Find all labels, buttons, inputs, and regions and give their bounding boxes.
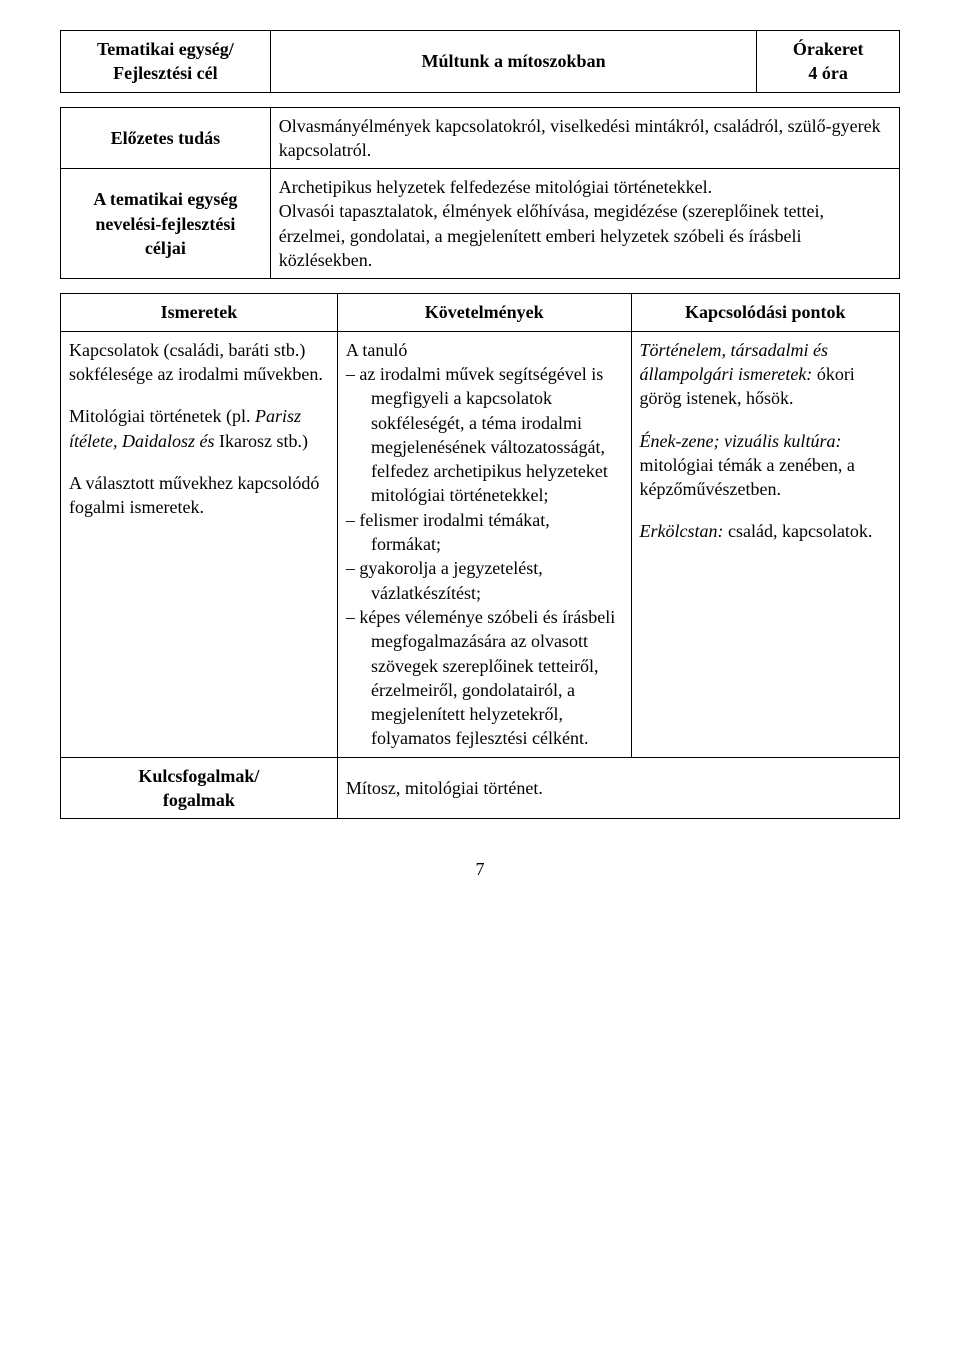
col1-header: Ismeretek (61, 294, 338, 331)
col1-p3: A választott művekhez kapcsolódó fogalmi… (69, 471, 329, 520)
col3-body: Történelem, társadalmi és állampolgári i… (631, 331, 900, 757)
header-left-line2: Fejlesztési cél (69, 61, 262, 85)
elozetes-tudas-label: Előzetes tudás (61, 107, 271, 169)
header-left-line1: Tematikai egység/ (69, 37, 262, 61)
tematikai-text-cell: Archetipikus helyzetek felfedezése mitol… (270, 169, 899, 279)
tematikai-text-p2: Olvasói tapasztalatok, élmények előhívás… (279, 199, 891, 272)
col2-header: Követelmények (337, 294, 631, 331)
header-title-cell: Múltunk a mítoszokban (270, 31, 757, 93)
tematikai-text-p1: Archetipikus helyzetek felfedezése mitol… (279, 175, 891, 199)
elozetes-tudas-text: Olvasmányélmények kapcsolatokról, viselk… (270, 107, 899, 169)
header-right-line1: Órakeret (765, 37, 891, 61)
col1-p1: Kapcsolatok (családi, baráti stb.) sokfé… (69, 338, 329, 387)
col2-intro: A tanuló (346, 338, 623, 362)
tematikai-label-line3: céljai (69, 236, 262, 260)
page-number: 7 (60, 859, 900, 880)
info-table: Előzetes tudás Olvasmányélmények kapcsol… (60, 107, 900, 280)
header-table: Tematikai egység/ Fejlesztési cél Múltun… (60, 30, 900, 93)
header-left-cell: Tematikai egység/ Fejlesztési cél (61, 31, 271, 93)
tematikai-label-cell: A tematikai egység nevelési-fejlesztési … (61, 169, 271, 279)
col1-body: Kapcsolatok (családi, baráti stb.) sokfé… (61, 331, 338, 757)
col3-p2: Ének-zene; vizuális kultúra: mitológiai … (640, 429, 892, 502)
main-table: Ismeretek Követelmények Kapcsolódási pon… (60, 293, 900, 819)
header-title: Múltunk a mítoszokban (422, 51, 606, 71)
col1-p2: Mitológiai történetek (pl. Parisz ítélet… (69, 404, 329, 453)
list-item: gyakorolja a jegyzetelést, vázlatkészíté… (346, 556, 623, 605)
list-item: képes véleménye szóbeli és írásbeli megf… (346, 605, 623, 751)
kulcsfogalmak-text: Mítosz, mitológiai történet. (337, 757, 899, 819)
col3-p1: Történelem, társadalmi és állampolgári i… (640, 338, 892, 411)
col2-body: A tanuló az irodalmi művek segítségével … (337, 331, 631, 757)
tematikai-label-line2: nevelési-fejlesztési (69, 212, 262, 236)
kulcsfogalmak-label: Kulcsfogalmak/ fogalmak (61, 757, 338, 819)
col2-list: az irodalmi művek segítségével is megfig… (346, 362, 623, 751)
header-right-cell: Órakeret 4 óra (757, 31, 900, 93)
col3-p3: Erkölcstan: család, kapcsolatok. (640, 519, 892, 543)
tematikai-label-line1: A tematikai egység (69, 187, 262, 211)
list-item: felismer irodalmi témákat, formákat; (346, 508, 623, 557)
list-item: az irodalmi művek segítségével is megfig… (346, 362, 623, 508)
header-right-line2: 4 óra (765, 61, 891, 85)
col3-header: Kapcsolódási pontok (631, 294, 900, 331)
